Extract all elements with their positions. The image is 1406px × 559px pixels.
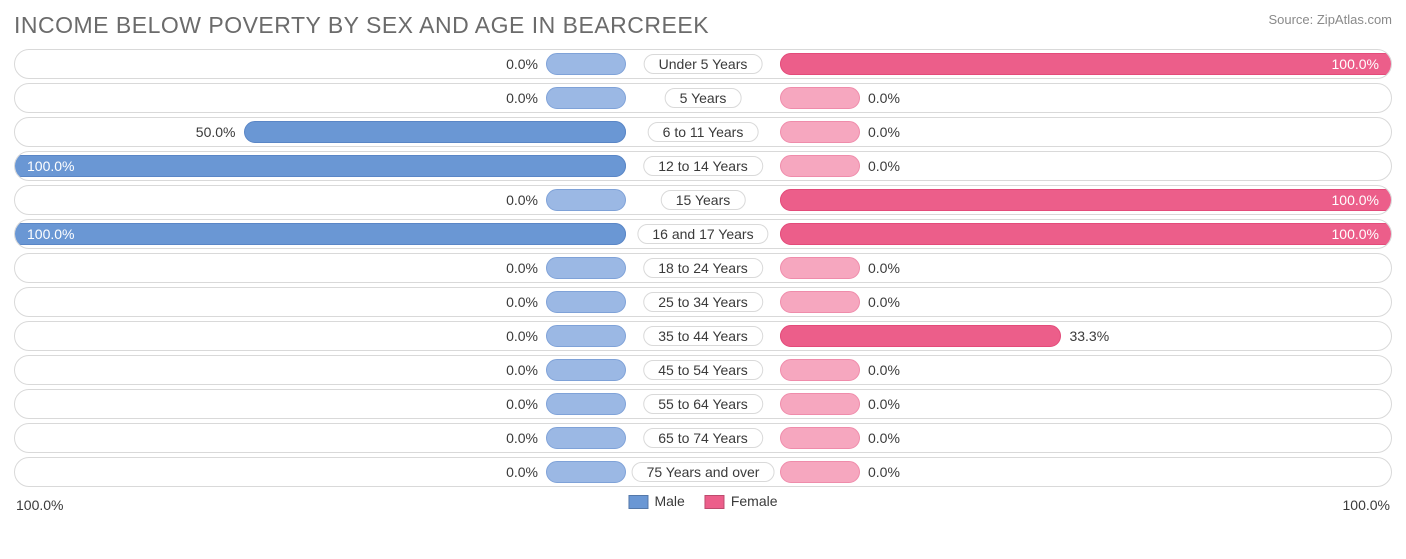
male-value-label: 0.0% — [506, 56, 538, 72]
male-stub-bar — [546, 257, 626, 279]
female-value-label: 33.3% — [1069, 328, 1109, 344]
chart-row: 0.0% 33.3% 35 to 44 Years — [14, 321, 1392, 351]
male-stub-bar — [546, 393, 626, 415]
male-value-label: 100.0% — [27, 226, 74, 242]
female-value-label: 0.0% — [868, 294, 900, 310]
female-stub-bar — [780, 291, 860, 313]
row-category-label: 55 to 64 Years — [643, 394, 763, 414]
female-value-label: 100.0% — [1332, 226, 1379, 242]
male-value-label: 50.0% — [196, 124, 236, 140]
chart-row: 0.0% 0.0% 65 to 74 Years — [14, 423, 1392, 453]
row-category-label: 45 to 54 Years — [643, 360, 763, 380]
male-value-label: 0.0% — [506, 90, 538, 106]
male-value-label: 0.0% — [506, 362, 538, 378]
row-category-label: 18 to 24 Years — [643, 258, 763, 278]
row-category-label: Under 5 Years — [644, 54, 763, 74]
legend-female: Female — [705, 493, 778, 509]
male-stub-bar — [546, 291, 626, 313]
male-stub-bar — [546, 87, 626, 109]
male-stub-bar — [546, 325, 626, 347]
row-category-label: 16 and 17 Years — [637, 224, 768, 244]
row-category-label: 6 to 11 Years — [648, 122, 759, 142]
male-value-label: 0.0% — [506, 328, 538, 344]
female-value-label: 0.0% — [868, 362, 900, 378]
chart-row: 0.0% 0.0% 5 Years — [14, 83, 1392, 113]
row-category-label: 35 to 44 Years — [643, 326, 763, 346]
male-value-bar — [244, 121, 627, 143]
chart-row: 0.0% 100.0% 15 Years — [14, 185, 1392, 215]
chart-source: Source: ZipAtlas.com — [1268, 12, 1392, 27]
male-value-bar — [14, 223, 626, 245]
female-value-label: 0.0% — [868, 158, 900, 174]
female-stub-bar — [780, 393, 860, 415]
female-value-label: 0.0% — [868, 124, 900, 140]
female-stub-bar — [780, 155, 860, 177]
female-value-bar — [780, 325, 1061, 347]
female-stub-bar — [780, 87, 860, 109]
female-value-label: 0.0% — [868, 464, 900, 480]
chart-row: 0.0% 100.0% Under 5 Years — [14, 49, 1392, 79]
row-category-label: 12 to 14 Years — [643, 156, 763, 176]
male-stub-bar — [546, 427, 626, 449]
legend-male-label: Male — [654, 493, 684, 509]
female-stub-bar — [780, 427, 860, 449]
male-value-label: 100.0% — [27, 158, 74, 174]
female-value-label: 0.0% — [868, 396, 900, 412]
chart-row: 0.0% 0.0% 55 to 64 Years — [14, 389, 1392, 419]
female-swatch-icon — [705, 495, 725, 509]
female-stub-bar — [780, 257, 860, 279]
female-value-label: 100.0% — [1332, 56, 1379, 72]
male-value-label: 0.0% — [506, 260, 538, 276]
chart-legend: Male Female — [628, 493, 777, 509]
chart-container: INCOME BELOW POVERTY BY SEX AND AGE IN B… — [0, 0, 1406, 559]
row-category-label: 15 Years — [661, 190, 746, 210]
chart-row: 50.0% 0.0% 6 to 11 Years — [14, 117, 1392, 147]
chart-footer: 100.0% Male Female 100.0% — [14, 493, 1392, 519]
chart-rows: 0.0% 100.0% Under 5 Years 0.0% 0.0% 5 Years 50… — [14, 49, 1392, 487]
row-category-label: 25 to 34 Years — [643, 292, 763, 312]
male-swatch-icon — [628, 495, 648, 509]
row-category-label: 5 Years — [665, 88, 742, 108]
female-stub-bar — [780, 121, 860, 143]
male-value-bar — [14, 155, 626, 177]
chart-row: 100.0% 100.0% 16 and 17 Years — [14, 219, 1392, 249]
female-value-bar — [780, 223, 1392, 245]
chart-row: 100.0% 0.0% 12 to 14 Years — [14, 151, 1392, 181]
female-value-bar — [780, 189, 1392, 211]
female-stub-bar — [780, 359, 860, 381]
female-value-label: 0.0% — [868, 260, 900, 276]
female-value-label: 100.0% — [1332, 192, 1379, 208]
male-stub-bar — [546, 53, 626, 75]
male-value-label: 0.0% — [506, 294, 538, 310]
male-value-label: 0.0% — [506, 464, 538, 480]
axis-right-label: 100.0% — [1343, 497, 1390, 513]
female-value-label: 0.0% — [868, 430, 900, 446]
row-category-label: 75 Years and over — [632, 462, 775, 482]
chart-header: INCOME BELOW POVERTY BY SEX AND AGE IN B… — [14, 12, 1392, 39]
chart-row: 0.0% 0.0% 75 Years and over — [14, 457, 1392, 487]
row-category-label: 65 to 74 Years — [643, 428, 763, 448]
axis-left-label: 100.0% — [16, 497, 63, 513]
chart-row: 0.0% 0.0% 18 to 24 Years — [14, 253, 1392, 283]
legend-male: Male — [628, 493, 684, 509]
male-stub-bar — [546, 189, 626, 211]
chart-title: INCOME BELOW POVERTY BY SEX AND AGE IN B… — [14, 12, 709, 39]
female-stub-bar — [780, 461, 860, 483]
legend-female-label: Female — [731, 493, 778, 509]
male-stub-bar — [546, 461, 626, 483]
female-value-bar — [780, 53, 1392, 75]
male-value-label: 0.0% — [506, 430, 538, 446]
male-stub-bar — [546, 359, 626, 381]
chart-row: 0.0% 0.0% 25 to 34 Years — [14, 287, 1392, 317]
male-value-label: 0.0% — [506, 192, 538, 208]
female-value-label: 0.0% — [868, 90, 900, 106]
male-value-label: 0.0% — [506, 396, 538, 412]
chart-row: 0.0% 0.0% 45 to 54 Years — [14, 355, 1392, 385]
